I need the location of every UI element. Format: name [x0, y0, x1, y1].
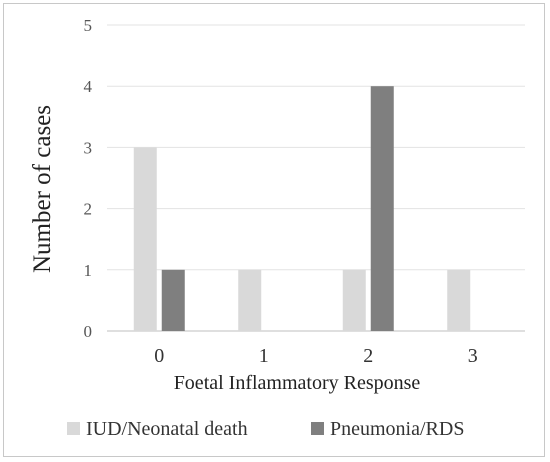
bar-pneumonia-rds-0 — [161, 269, 185, 331]
y-tick-label: 3 — [84, 138, 93, 157]
bar-iud-neonatal-death-3 — [447, 269, 471, 331]
legend: IUD/Neonatal death Pneumonia/RDS — [67, 418, 464, 440]
legend-swatch — [67, 422, 80, 435]
y-tick-label: 4 — [84, 77, 93, 96]
y-tick-label: 2 — [84, 200, 93, 219]
x-tick-label: 2 — [363, 345, 373, 367]
y-axis-title: Number of cases — [29, 105, 56, 273]
bar-iud-neonatal-death-2 — [342, 269, 366, 331]
y-axis-ticks: 0 1 2 3 4 5 — [84, 16, 93, 341]
x-axis-title: Foetal Inflammatory Response — [174, 372, 421, 394]
bar-iud-neonatal-death-1 — [238, 269, 262, 331]
chart-frame — [3, 3, 545, 457]
x-tick-label: 1 — [259, 345, 269, 367]
y-tick-label: 5 — [84, 16, 93, 35]
bar-pneumonia-rds-2 — [370, 86, 394, 331]
legend-label: IUD/Neonatal death — [86, 418, 248, 440]
x-axis-ticks: 0 1 2 3 — [154, 345, 478, 367]
x-tick-label: 0 — [154, 345, 164, 367]
bars — [133, 86, 471, 331]
y-tick-label: 0 — [84, 322, 93, 341]
legend-swatch — [311, 422, 324, 435]
x-tick-label: 3 — [468, 345, 478, 367]
y-tick-label: 1 — [84, 261, 93, 280]
legend-label: Pneumonia/RDS — [330, 418, 464, 440]
bar-iud-neonatal-death-0 — [133, 147, 157, 331]
